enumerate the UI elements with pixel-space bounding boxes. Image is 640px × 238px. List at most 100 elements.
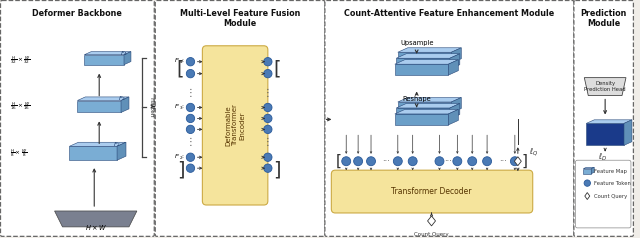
Polygon shape — [449, 60, 458, 75]
Text: $\frac{H}{8}\times\frac{W}{8}$: $\frac{H}{8}\times\frac{W}{8}$ — [10, 147, 27, 159]
Polygon shape — [77, 100, 121, 112]
FancyBboxPatch shape — [575, 160, 631, 228]
Circle shape — [264, 125, 272, 134]
Text: ]: ] — [522, 154, 528, 169]
Text: ]: ] — [273, 160, 280, 179]
Circle shape — [186, 69, 195, 78]
Text: $F_2$: $F_2$ — [113, 140, 121, 149]
Text: ⋮: ⋮ — [186, 137, 195, 147]
Polygon shape — [396, 108, 450, 119]
Text: Reshape: Reshape — [403, 95, 431, 102]
Text: [: [ — [335, 154, 341, 169]
Polygon shape — [54, 211, 137, 227]
Circle shape — [367, 157, 376, 166]
Polygon shape — [515, 157, 522, 166]
Polygon shape — [395, 64, 449, 75]
Polygon shape — [395, 114, 449, 125]
Text: ⋮: ⋮ — [263, 88, 273, 98]
Text: [: [ — [177, 60, 184, 79]
Text: Flatten: Flatten — [148, 97, 154, 118]
Circle shape — [394, 157, 403, 166]
Polygon shape — [586, 123, 624, 145]
Circle shape — [186, 153, 195, 161]
Polygon shape — [396, 58, 450, 69]
Polygon shape — [398, 102, 451, 113]
Polygon shape — [398, 52, 451, 63]
Text: Count-Attentive Feature Enhancement Module: Count-Attentive Feature Enhancement Modu… — [344, 9, 554, 18]
Circle shape — [453, 157, 462, 166]
Polygon shape — [121, 97, 129, 112]
Text: ⋮: ⋮ — [186, 88, 195, 98]
Polygon shape — [451, 98, 461, 113]
Text: Density
Prediction Head: Density Prediction Head — [584, 81, 626, 92]
Text: $F'_3$:: $F'_3$: — [174, 103, 186, 112]
Text: $\ell_Q$: $\ell_Q$ — [529, 146, 538, 158]
Circle shape — [186, 58, 195, 66]
Polygon shape — [585, 193, 590, 199]
Polygon shape — [584, 78, 626, 95]
Circle shape — [264, 153, 272, 161]
Circle shape — [342, 157, 351, 166]
Polygon shape — [624, 120, 632, 145]
Circle shape — [264, 69, 272, 78]
Text: Count Query: Count Query — [594, 193, 627, 198]
Text: $\frac{H}{32}\times\frac{W}{32}$: $\frac{H}{32}\times\frac{W}{32}$ — [10, 54, 30, 66]
Polygon shape — [70, 142, 126, 146]
Text: Deformer Backbone: Deformer Backbone — [33, 9, 122, 18]
Polygon shape — [583, 169, 591, 174]
Polygon shape — [449, 109, 458, 125]
Circle shape — [186, 125, 195, 134]
FancyBboxPatch shape — [156, 0, 325, 236]
FancyBboxPatch shape — [202, 46, 268, 205]
Text: ···: ··· — [444, 157, 452, 166]
Polygon shape — [586, 120, 632, 123]
Circle shape — [186, 114, 195, 123]
Circle shape — [264, 58, 272, 66]
Circle shape — [186, 103, 195, 112]
Text: Feature Token: Feature Token — [594, 181, 631, 186]
FancyBboxPatch shape — [332, 170, 532, 213]
Polygon shape — [428, 216, 435, 226]
Text: $F'_2$:: $F'_2$: — [174, 153, 186, 162]
Text: $F_4$: $F_4$ — [120, 49, 128, 58]
Circle shape — [354, 157, 363, 166]
Text: [: [ — [273, 60, 280, 79]
Circle shape — [186, 164, 195, 172]
Polygon shape — [396, 104, 460, 108]
Polygon shape — [77, 97, 129, 100]
Polygon shape — [117, 142, 126, 160]
Polygon shape — [450, 54, 460, 69]
Circle shape — [264, 164, 272, 172]
Circle shape — [483, 157, 492, 166]
Text: Feature Map: Feature Map — [594, 169, 627, 174]
Polygon shape — [398, 98, 461, 102]
Circle shape — [468, 157, 477, 166]
Text: ···: ··· — [382, 157, 390, 166]
Circle shape — [408, 157, 417, 166]
FancyBboxPatch shape — [574, 0, 634, 236]
Polygon shape — [450, 104, 460, 119]
Text: Multi-Level Feature Fusion
Module: Multi-Level Feature Fusion Module — [180, 9, 300, 28]
Circle shape — [435, 157, 444, 166]
Text: $H \times W$: $H \times W$ — [85, 223, 107, 232]
Polygon shape — [84, 55, 124, 65]
Text: Upsample: Upsample — [400, 40, 433, 46]
Text: Deformable
Transformer
Encoder: Deformable Transformer Encoder — [225, 104, 245, 146]
Circle shape — [264, 114, 272, 123]
FancyBboxPatch shape — [1, 0, 154, 236]
Polygon shape — [84, 52, 131, 55]
Polygon shape — [398, 48, 461, 52]
Polygon shape — [583, 167, 594, 169]
Polygon shape — [124, 52, 131, 65]
Polygon shape — [591, 167, 594, 174]
Text: $\ell_D$: $\ell_D$ — [598, 151, 607, 163]
Text: Count Query: Count Query — [414, 232, 449, 237]
Polygon shape — [70, 146, 117, 160]
Text: ]: ] — [177, 160, 184, 179]
Text: Prediction
Module: Prediction Module — [580, 9, 627, 28]
Text: $\frac{H}{16}\times\frac{W}{16}$: $\frac{H}{16}\times\frac{W}{16}$ — [10, 101, 30, 112]
Circle shape — [584, 180, 591, 186]
Text: Transformer Decoder: Transformer Decoder — [391, 187, 472, 196]
Polygon shape — [451, 48, 461, 63]
Polygon shape — [395, 109, 458, 114]
